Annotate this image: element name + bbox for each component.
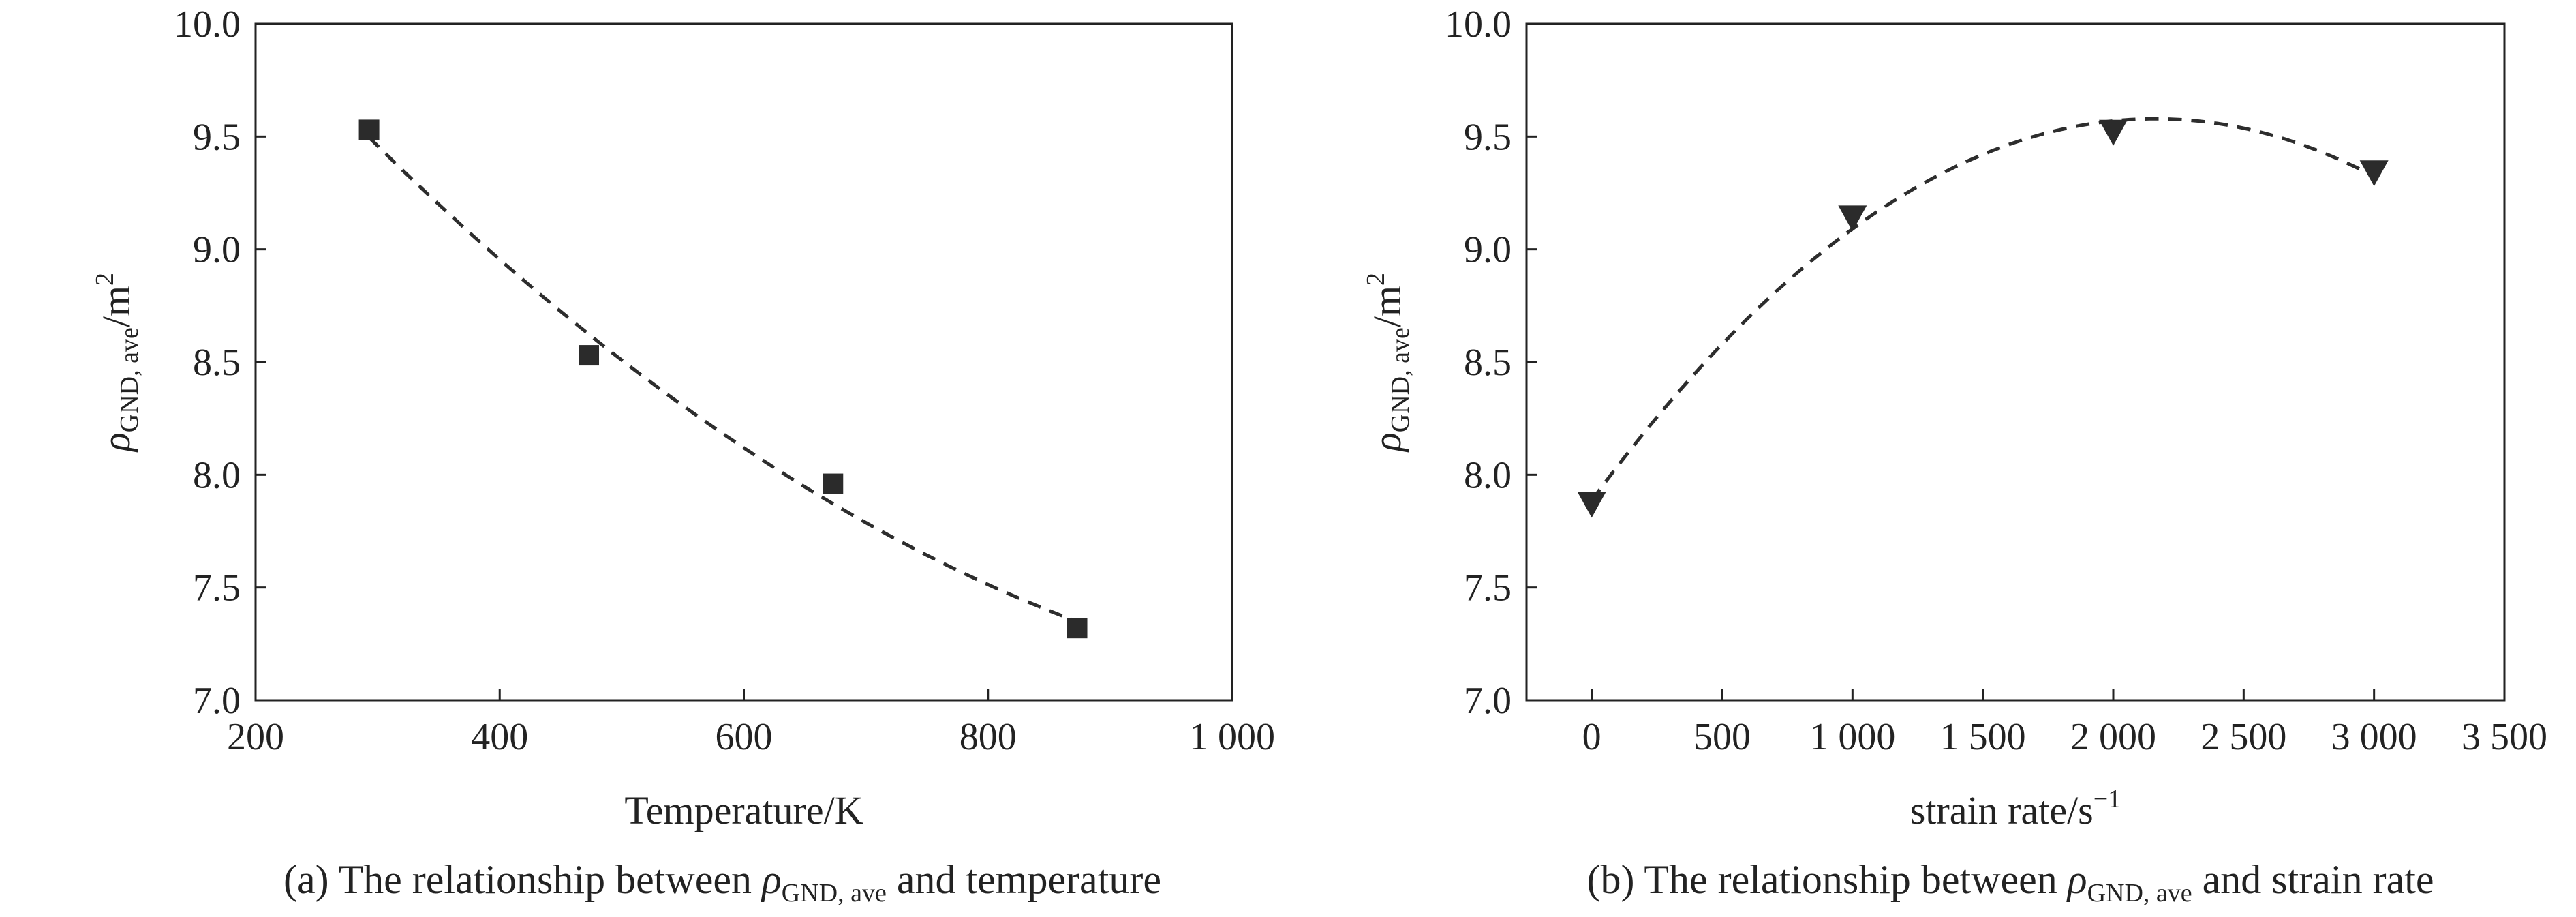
y-tick-label: 7.0 [193,680,241,722]
y-tick-label: 9.0 [1464,229,1512,271]
panel-a-fit-curve [367,136,1078,623]
data-point-square [579,345,600,366]
panel-a-x-ticks: 200 400 600 800 1 000 [227,689,1275,758]
panel-b-y-ticks: 7.0 7.5 8.0 8.5 9.0 9.5 10.0 [1445,3,1537,722]
x-tick-label: 400 [471,716,528,758]
panel-b-data-points [1577,119,2389,518]
data-point-square [823,473,844,494]
x-tick-label: 0 [1582,716,1601,758]
data-point-triangle [2099,119,2128,146]
panel-b-x-ticks: 0 500 1 000 1 500 2 000 2 500 3 000 3 500 [1582,689,2547,758]
y-tick-label: 7.5 [193,567,241,610]
panel-a-data-points [358,119,1088,639]
panel-a-y-axis-title: ρGND, ave/m2 [91,273,144,453]
y-tick-label: 7.5 [1464,567,1512,610]
x-tick-label: 2 000 [2070,716,2156,758]
panel-b-y-axis-title: ρGND, ave/m2 [1362,273,1415,453]
y-tick-label: 9.5 [193,116,241,158]
panel-b-caption: (b) The relationship between ρGND, ave a… [1586,857,2434,907]
panel-b-plot-frame [1525,22,2506,702]
y-tick-label: 10.0 [174,3,241,46]
panel-b: 7.0 7.5 8.0 8.5 9.0 9.5 10.0 0 500 1 000 1 500 2 0… [1362,3,2547,907]
y-tick-label: 8.0 [193,454,241,496]
x-tick-label: 200 [227,716,284,758]
panel-b-fit-curve [1590,117,2375,502]
y-tick-label: 8.5 [1464,342,1512,384]
x-tick-label: 2 500 [2201,716,2286,758]
x-tick-label: 3 000 [2331,716,2417,758]
panel-a-plot-frame [254,22,1233,702]
panel-a-x-axis-title: Temperature/K [624,788,863,832]
x-tick-label: 3 500 [2462,716,2547,758]
y-tick-label: 9.5 [1464,116,1512,158]
x-tick-label: 500 [1693,716,1751,758]
y-tick-label: 8.5 [193,342,241,384]
x-tick-label: 1 000 [1189,716,1275,758]
data-point-triangle [2359,160,2389,187]
data-point-triangle [1838,205,1867,232]
x-tick-label: 1 000 [1809,716,1895,758]
data-point-square [1067,618,1088,639]
data-point-square [358,119,380,140]
panel-b-x-axis-title: strain rate/s−1 [1910,785,2121,832]
panel-a-y-ticks: 7.0 7.5 8.0 8.5 9.0 9.5 10.0 [174,3,266,722]
panel-a: 7.0 7.5 8.0 8.5 9.0 9.5 10.0 200 400 600 800 1 000… [91,3,1275,907]
data-point-triangle [1577,492,1606,518]
y-tick-label: 10.0 [1445,3,1512,46]
y-tick-label: 8.0 [1464,454,1512,496]
panel-a-caption: (a) The relationship between ρGND, ave a… [283,857,1161,907]
x-tick-label: 1 500 [1940,716,2026,758]
x-tick-label: 600 [716,716,773,758]
y-tick-label: 9.0 [193,229,241,271]
y-tick-label: 7.0 [1464,680,1512,722]
x-tick-label: 800 [960,716,1017,758]
